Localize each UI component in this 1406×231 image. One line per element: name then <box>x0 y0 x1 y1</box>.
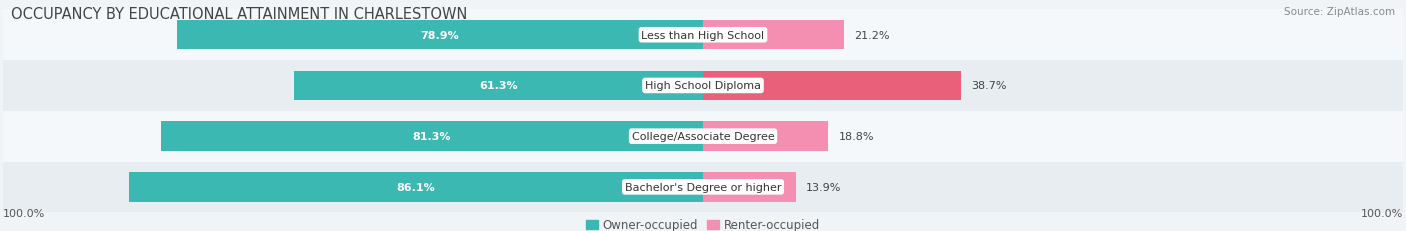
Text: 100.0%: 100.0% <box>3 208 45 218</box>
Text: 38.7%: 38.7% <box>972 81 1007 91</box>
Bar <box>703 172 796 202</box>
Text: 61.3%: 61.3% <box>479 81 517 91</box>
Bar <box>703 21 845 50</box>
Text: 86.1%: 86.1% <box>396 182 436 192</box>
Bar <box>160 122 703 151</box>
Bar <box>294 71 703 101</box>
Bar <box>129 172 703 202</box>
Text: Source: ZipAtlas.com: Source: ZipAtlas.com <box>1284 7 1395 17</box>
Bar <box>3 111 1403 162</box>
Bar <box>3 10 1403 61</box>
Text: OCCUPANCY BY EDUCATIONAL ATTAINMENT IN CHARLESTOWN: OCCUPANCY BY EDUCATIONAL ATTAINMENT IN C… <box>11 7 468 22</box>
Text: High School Diploma: High School Diploma <box>645 81 761 91</box>
Legend: Owner-occupied, Renter-occupied: Owner-occupied, Renter-occupied <box>586 219 820 231</box>
Bar <box>703 71 962 101</box>
Text: 78.9%: 78.9% <box>420 30 460 41</box>
Bar <box>3 61 1403 111</box>
Bar <box>3 162 1403 212</box>
Text: College/Associate Degree: College/Associate Degree <box>631 132 775 142</box>
Text: 18.8%: 18.8% <box>838 132 875 142</box>
Text: 13.9%: 13.9% <box>806 182 841 192</box>
Bar <box>177 21 703 50</box>
Text: Less than High School: Less than High School <box>641 30 765 41</box>
Text: Bachelor's Degree or higher: Bachelor's Degree or higher <box>624 182 782 192</box>
Text: 81.3%: 81.3% <box>413 132 451 142</box>
Text: 21.2%: 21.2% <box>855 30 890 41</box>
Text: 100.0%: 100.0% <box>1361 208 1403 218</box>
Bar <box>703 122 828 151</box>
